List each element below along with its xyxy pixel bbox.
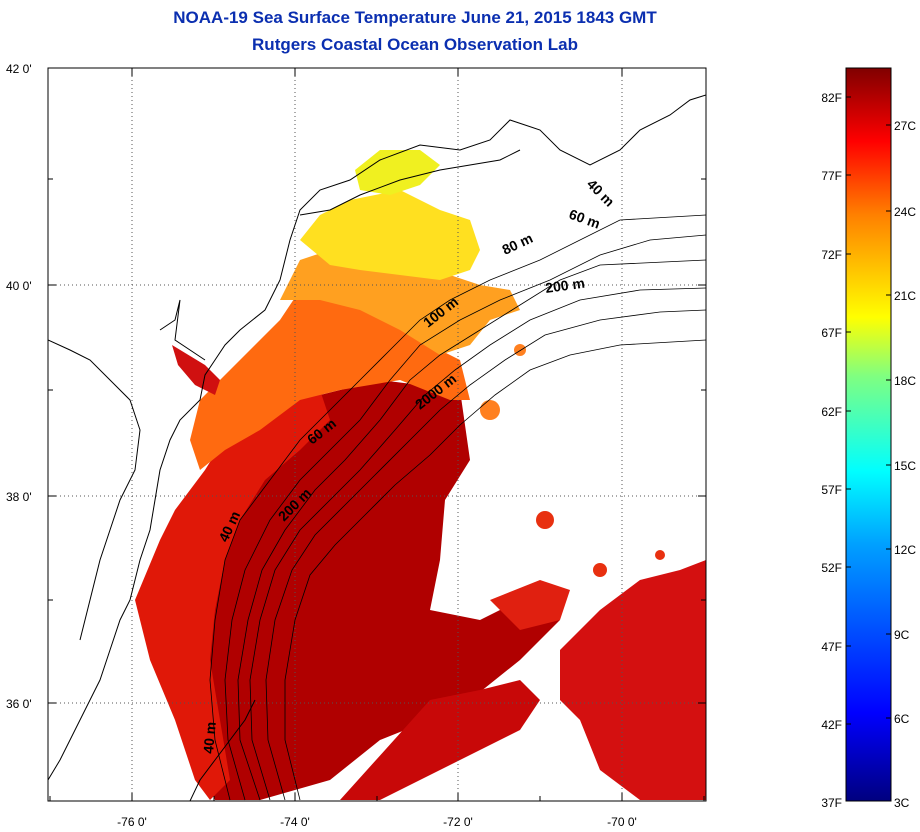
sst-east-patch-3	[490, 580, 570, 630]
depth-label: 40 m	[200, 721, 219, 754]
colorbar-f-label: 42F	[821, 718, 842, 732]
axis-ticks	[48, 68, 706, 801]
isobath-2000	[284, 339, 706, 801]
sst-shelf-red	[135, 390, 330, 800]
colorbar-f-label: 37F	[821, 796, 842, 810]
lon-label: -72 0'	[443, 815, 473, 829]
colorbar	[845, 67, 892, 802]
sst-east-patch-1	[560, 560, 706, 800]
colorbar-f-label: 52F	[821, 561, 842, 575]
lat-label: 42 0'	[6, 62, 32, 76]
sst-yellow-bight	[300, 190, 480, 280]
sst-imagery	[135, 150, 706, 800]
sst-yellow-north	[355, 150, 440, 195]
colorbar-c-label: 27C	[894, 119, 916, 133]
lon-label: -70 0'	[607, 815, 637, 829]
colorbar-c-label: 18C	[894, 374, 916, 388]
lat-label: 38 0'	[6, 490, 32, 504]
sst-mid-orange	[280, 250, 520, 355]
colorbar-f-labels: 82F 77F 72F 67F 62F 57F 52F 47F 42F 37F	[821, 91, 842, 810]
lon-label: -76 0'	[117, 815, 147, 829]
colorbar-c-label: 21C	[894, 289, 916, 303]
colorbar-ticks	[846, 96, 891, 725]
depth-label: 40 m	[584, 176, 618, 210]
colorbar-c-label: 3C	[894, 796, 910, 810]
colorbar-c-label: 24C	[894, 205, 916, 219]
sst-speckle	[536, 511, 554, 529]
sst-east-patch-2	[340, 680, 540, 800]
coastline-cape-hatteras	[189, 699, 256, 801]
coastline-long-island	[299, 149, 521, 216]
isobath-100	[249, 287, 706, 801]
colorbar-c-label: 12C	[894, 543, 916, 557]
lon-label: -74 0'	[280, 815, 310, 829]
isobath-200	[265, 309, 706, 801]
sst-delaware-patch	[172, 345, 220, 395]
lat-label: 36 0'	[6, 697, 32, 711]
graticule	[48, 68, 706, 801]
map-subtitle: Rutgers Coastal Ocean Observation Lab	[252, 35, 578, 54]
depth-label: 200 m	[544, 275, 586, 296]
colorbar-c-label: 15C	[894, 459, 916, 473]
coastline-chesapeake	[48, 339, 141, 641]
map-title: NOAA-19 Sea Surface Temperature June 21,…	[173, 8, 657, 27]
colorbar-f-label: 67F	[821, 326, 842, 340]
sst-speckle	[480, 400, 500, 420]
depth-label: 60 m	[567, 206, 602, 232]
colorbar-f-label: 57F	[821, 483, 842, 497]
coastline-main	[48, 94, 706, 781]
isobath-60	[224, 234, 706, 801]
sst-speckle	[593, 563, 607, 577]
colorbar-f-label: 82F	[821, 91, 842, 105]
colorbar-c-label: 9C	[894, 628, 910, 642]
sst-speckle	[514, 344, 526, 356]
lat-labels: 42 0' 40 0' 38 0' 36 0'	[6, 62, 32, 711]
colorbar-c-label: 6C	[894, 712, 910, 726]
isobath-80	[237, 259, 706, 801]
coastline-delaware-bay	[159, 299, 206, 361]
colorbar-f-label: 77F	[821, 169, 842, 183]
lon-labels: -76 0' -74 0' -72 0' -70 0'	[117, 815, 637, 829]
lat-label: 40 0'	[6, 279, 32, 293]
colorbar-f-label: 47F	[821, 640, 842, 654]
sst-speckle	[655, 550, 665, 560]
colorbar-f-label: 72F	[821, 248, 842, 262]
isobath-40	[209, 214, 706, 801]
colorbar-c-labels: 27C 24C 21C 18C 15C 12C 9C 6C 3C	[894, 119, 916, 810]
colorbar-f-label: 62F	[821, 405, 842, 419]
depth-label: 80 m	[500, 230, 536, 258]
coastline	[48, 94, 706, 801]
isobaths	[209, 214, 706, 801]
